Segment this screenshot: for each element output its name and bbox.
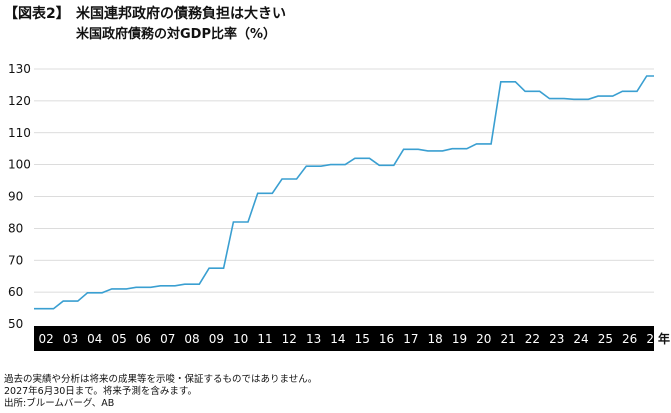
y-tick-label-120: 120: [8, 94, 31, 108]
x-axis-unit-label: 年: [658, 331, 670, 346]
grid-lines: [34, 68, 654, 293]
x-tick-label-02: 02: [39, 332, 54, 346]
y-tick-label-60: 60: [8, 285, 23, 299]
x-tick-label-17: 17: [403, 332, 418, 346]
x-tick-label-12: 12: [282, 332, 297, 346]
x-tick-label-07: 07: [160, 332, 175, 346]
y-tick-label-80: 80: [8, 221, 23, 235]
chart-title: 米国連邦政府の債務負担は大きい: [76, 6, 286, 22]
footnotes: 過去の実績や分析は将来の成果等を示唆・保証するものではありません。 2027年6…: [4, 374, 317, 410]
x-tick-label-08: 08: [184, 332, 199, 346]
y-tick-label-110: 110: [8, 126, 31, 140]
debt-to-gdp-line: [34, 75, 654, 310]
x-tick-label-18: 18: [428, 332, 443, 346]
x-tick-label-05: 05: [111, 332, 126, 346]
x-tick-label-15: 15: [355, 332, 370, 346]
x-tick-label-26: 26: [622, 332, 637, 346]
x-axis-tick-labels: 02 03 04 05 06 07 08 09 10 11 12 13 14 15 16 17 18 19 20 21…: [39, 332, 662, 346]
x-tick-label-22: 22: [525, 332, 540, 346]
footnote-period: 2027年6月30日まで。将来予測を含みます。: [4, 386, 197, 397]
figure-label: 【図表2】: [4, 6, 70, 22]
x-tick-label-04: 04: [87, 332, 102, 346]
footnote-source: 出所:ブルームバーグ、AB: [4, 398, 115, 409]
chart-subtitle: 米国政府債務の対GDP比率（%）: [76, 27, 277, 42]
x-tick-label-25: 25: [598, 332, 613, 346]
y-tick-label-130: 130: [8, 62, 31, 76]
y-tick-label-90: 90: [8, 190, 23, 204]
x-tick-label-16: 16: [379, 332, 394, 346]
y-tick-label-100: 100: [8, 158, 31, 172]
x-tick-label-14: 14: [330, 332, 345, 346]
x-tick-label-20: 20: [476, 332, 491, 346]
x-axis-band: [34, 326, 654, 351]
y-axis-tick-labels: 50 60 70 80 90 100 110 120 130: [8, 62, 31, 331]
footnote-disclaimer: 過去の実績や分析は将来の成果等を示唆・保証するものではありません。: [4, 374, 318, 385]
x-tick-label-27: 27: [646, 332, 661, 346]
y-tick-label-70: 70: [8, 253, 23, 267]
x-tick-label-11: 11: [257, 332, 272, 346]
x-tick-label-03: 03: [63, 332, 78, 346]
x-tick-label-10: 10: [233, 332, 248, 346]
x-tick-label-19: 19: [452, 332, 467, 346]
line-chart: 50 60 70 80 90 100 110 120 130 02 03 04 05 06 07 08 09 1…: [8, 62, 670, 351]
x-tick-label-06: 06: [136, 332, 151, 346]
x-tick-label-21: 21: [500, 332, 515, 346]
x-tick-label-24: 24: [573, 332, 588, 346]
x-tick-label-09: 09: [209, 332, 224, 346]
y-tick-label-50: 50: [8, 317, 23, 331]
x-tick-label-13: 13: [306, 332, 321, 346]
x-tick-label-23: 23: [549, 332, 564, 346]
